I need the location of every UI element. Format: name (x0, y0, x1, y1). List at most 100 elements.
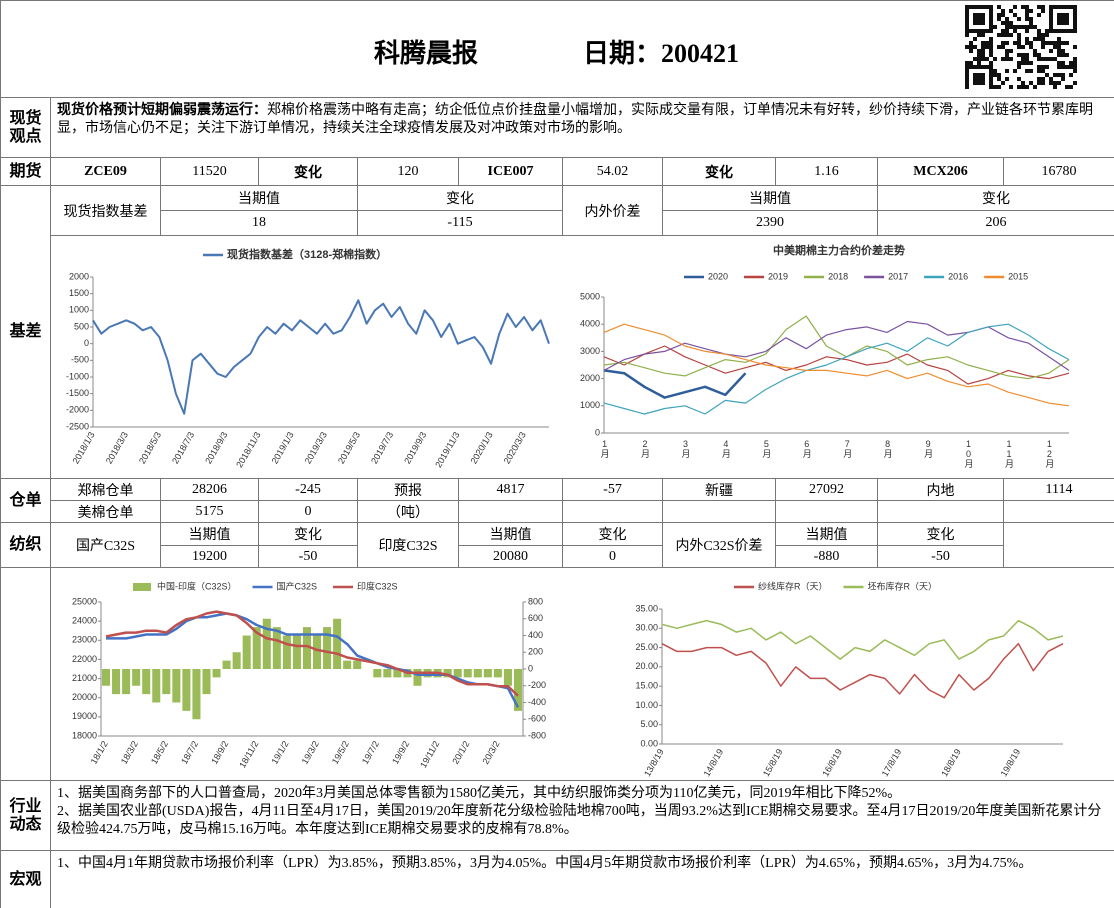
qr-dot (977, 17, 981, 21)
line (603, 369, 747, 399)
row-label: 仓单 (1, 479, 51, 523)
qr-dot (989, 41, 993, 45)
qr-dot (1037, 77, 1041, 81)
qr-dot (1041, 33, 1045, 37)
legend-label: 2015 (1008, 271, 1028, 281)
qr-dot (989, 17, 993, 21)
qr-dot (973, 5, 977, 9)
qr-dot (973, 29, 977, 33)
line (603, 320, 1070, 371)
qr-dot (1037, 69, 1041, 73)
x-tick-label: 19/11/2 (418, 739, 441, 769)
warehouse-cell (878, 501, 1004, 523)
x-tick-label: 8月 (883, 439, 893, 459)
qr-dot (1057, 45, 1061, 49)
futures-cell: MCX206 (878, 158, 1004, 186)
qr-dot (1025, 69, 1029, 73)
qr-dot (1017, 25, 1021, 29)
line (603, 323, 1070, 415)
qr-dot (977, 61, 981, 65)
bar (102, 669, 111, 686)
qr-dot (1069, 73, 1073, 77)
qr-dot (1025, 9, 1029, 13)
header (1, 1, 1114, 98)
qr-dot (965, 73, 969, 77)
qr-dot (1029, 81, 1033, 85)
qr-dot (1045, 57, 1049, 61)
bar (453, 669, 462, 678)
news-item: 2、据美国农业部(USDA)报告，4月11日至4月17日，美国2019/20年度… (57, 804, 1102, 837)
qr-dot (981, 29, 985, 33)
chart-title: 中美期棉主力合约价差走势 (773, 243, 905, 257)
qr-dot (1005, 29, 1009, 33)
y-tick-label: -2500 (66, 421, 89, 431)
qr-dot (1017, 33, 1021, 37)
qr-dot (997, 17, 1001, 21)
y-tick-label: 4000 (580, 319, 600, 329)
y-tick-label: -1500 (66, 388, 89, 398)
x-tick-label: 20/3/2 (480, 739, 501, 766)
y-tick-label: 30.00 (635, 623, 658, 633)
line (603, 315, 1070, 380)
qr-dot (973, 73, 977, 77)
qr-dot (1049, 77, 1053, 81)
qr-dot (985, 29, 989, 33)
qr-dot (1061, 13, 1065, 17)
bar (513, 669, 522, 711)
x-tick-label: 13/8/19 (642, 747, 666, 778)
qr-dot (1073, 29, 1077, 33)
bar (192, 669, 201, 720)
qr-dot (993, 73, 997, 77)
qr-dot (1049, 13, 1053, 17)
qr-dot (1021, 61, 1025, 65)
spot-lead: 现货价格预计短期偏弱震荡运行： (57, 103, 267, 118)
qr-dot (1061, 21, 1065, 25)
qr-dot (1021, 5, 1025, 9)
x-tick-label: 4月 (721, 439, 731, 459)
qr-dot (1001, 33, 1005, 37)
qr-dot (1049, 81, 1053, 85)
qr-dot (1065, 5, 1069, 9)
x-tick-label: 6月 (802, 439, 812, 459)
qr-dot (1025, 57, 1029, 61)
y-tick-label: 24000 (72, 616, 97, 626)
qr-dot (1029, 17, 1033, 21)
y-tick-label: 22000 (72, 654, 97, 664)
qr-dot (965, 65, 969, 69)
y-tick-label: 23000 (72, 635, 97, 645)
qr-dot (1017, 41, 1021, 45)
bar (503, 669, 512, 686)
y2-tick-label: -400 (528, 697, 546, 707)
qr-dot (989, 25, 993, 29)
qr-dot (965, 45, 969, 49)
y-tick-label: 10.00 (635, 700, 658, 710)
qr-dot (1045, 29, 1049, 33)
x-tick-label: 17/8/19 (880, 747, 904, 778)
row-label: 纺织 (1, 523, 51, 568)
x-tick-label: 20/1/2 (450, 739, 471, 766)
qr-dot (989, 49, 993, 53)
warehouse-cell: 27092 (776, 479, 878, 501)
qr-dot (1001, 57, 1005, 61)
warehouse-cell: 0 (259, 501, 358, 523)
qr-dot (1061, 49, 1065, 53)
cell (1004, 523, 1114, 568)
qr-dot (1049, 41, 1053, 45)
chart: 0.00 5.00 10.00 15.00 20.00 25.00 30.00 35.00 13… (635, 580, 1064, 778)
x-tick-label: 2019/5/3 (336, 430, 362, 465)
qr-dot (1069, 29, 1073, 33)
cell: 现货指数基差 (51, 186, 161, 236)
y-tick-label: -2000 (66, 405, 89, 415)
qr-dot (1033, 49, 1037, 53)
qr-dot (1069, 65, 1073, 69)
y-tick-label: 5000 (580, 291, 600, 301)
cell: 内外C32S价差 (663, 523, 776, 568)
legend-label: 2016 (948, 271, 968, 281)
x-tick-label: 15/8/19 (761, 747, 785, 778)
qr-dot (1053, 73, 1057, 77)
bar (162, 669, 171, 695)
report-date: 日期：200421 (582, 38, 739, 68)
qr-dot (1049, 57, 1053, 61)
qr-dot (1041, 57, 1045, 61)
qr-dot (993, 85, 997, 89)
